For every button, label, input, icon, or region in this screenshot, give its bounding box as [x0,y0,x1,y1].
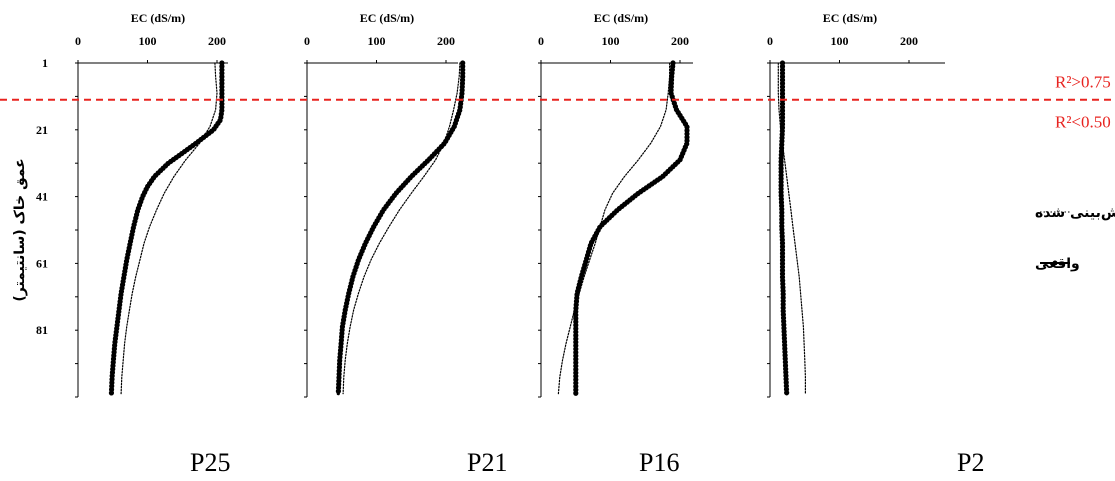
y-tick-label: 1 [42,56,48,70]
x-axis-title: EC (dS/m) [823,11,877,25]
y-tick-label: 61 [36,256,48,270]
series-markers-actual [778,60,790,397]
series-markers-actual [108,60,225,397]
x-axis-title: EC (dS/m) [360,11,414,25]
series-markers-actual [573,60,690,397]
x-tick-label: 200 [208,34,226,48]
x-axis-title: EC (dS/m) [594,11,648,25]
panel-title-p16: P16 [639,448,680,477]
series-line-predicted [120,62,218,395]
r2-label-below: R²<0.50 [1055,113,1111,132]
panel-p21: EC (dS/m) 0 100 200 [304,11,466,398]
series-line-predicted [777,62,807,395]
series-markers-actual [335,60,466,397]
legend-label-predicted: پیش‌بینی شده [1035,205,1115,221]
x-tick-label: 0 [304,34,310,48]
series-line-actual [336,61,465,396]
legend-marker-actual [1052,260,1058,266]
x-tick-label: 200 [900,34,918,48]
legend: پیش‌بینی شده واقعی [1035,205,1115,272]
legend-label-actual: واقعی [1035,256,1080,272]
y-tick-label: 41 [36,190,48,204]
series-line-predicted [342,62,461,395]
series-line-actual [574,61,689,396]
y-tick-label: 81 [36,323,48,337]
r2-label-above: R²>0.75 [1055,73,1111,92]
panel-p25: EC (dS/m) 0 100 200 1 21 41 61 81 [36,11,228,398]
x-tick-label: 100 [831,34,849,48]
x-tick-label: 200 [437,34,455,48]
y-axis-title: عمق خاک (سانتیمتر) [12,158,28,301]
panel-p16: EC (dS/m) 0 100 200 [538,11,693,398]
x-tick-label: 0 [75,34,81,48]
x-tick-label: 200 [671,34,689,48]
x-axis-title: EC (dS/m) [131,11,185,25]
x-tick-label: 100 [368,34,386,48]
y-tick-label: 21 [36,123,48,137]
panel-title-p2: P2 [957,448,985,477]
series-line-actual [109,61,224,396]
x-tick-label: 100 [139,34,157,48]
x-tick-label: 0 [538,34,544,48]
panel-title-p21: P21 [467,448,508,477]
x-tick-label: 0 [767,34,773,48]
panel-title-p25: P25 [190,448,231,477]
y-axis-label: عمق خاک (سانتیمتر) [12,158,28,301]
panels-layer: EC (dS/m) 0 100 200 1 21 41 61 81 EC (dS/m) 0 100 20… [36,11,945,398]
x-tick-label: 100 [602,34,620,48]
panel-p2: EC (dS/m) 0 100 200 [767,11,945,398]
